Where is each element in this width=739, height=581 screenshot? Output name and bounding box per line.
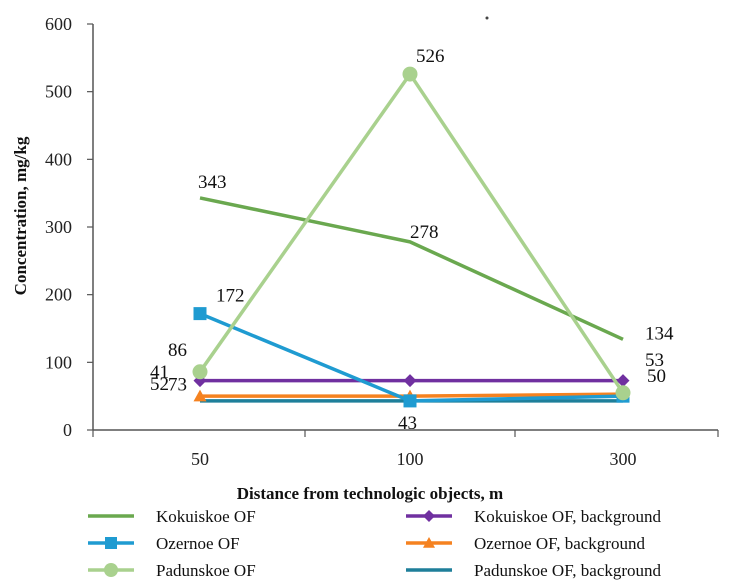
y-axis-title: Concentration, mg/kg <box>11 136 30 295</box>
legend-item: Ozernoe OF, background <box>406 534 645 553</box>
legend-label: Padunskoe OF, background <box>474 561 662 580</box>
data-point <box>192 364 208 380</box>
legend-label: Ozernoe OF <box>156 534 240 553</box>
data-label: 52 <box>150 374 169 395</box>
data-label: 343 <box>198 172 227 193</box>
x-tick-label: 100 <box>397 449 424 469</box>
data-label: 43 <box>398 413 417 434</box>
legend: Kokuiskoe OF Kokuiskoe OF, background Ozer… <box>88 507 662 580</box>
data-label: 278 <box>410 222 439 243</box>
legend-item: Padunskoe OF, background <box>406 561 662 580</box>
y-tick-label: 0 <box>63 420 72 440</box>
data-point <box>403 374 417 388</box>
y-tick-labels: 0 100 200 300 400 500 600 <box>45 14 72 440</box>
x-tick-label: 50 <box>191 449 209 469</box>
data-label: 41 <box>150 362 169 383</box>
data-point <box>402 66 418 82</box>
legend-label: Padunskoe OF <box>156 561 256 580</box>
data-label: 86 <box>168 340 187 361</box>
legend-label: Kokuiskoe OF <box>156 507 256 526</box>
x-tick-labels: 50 100 300 <box>191 449 637 469</box>
series-padunskoe-of <box>192 66 631 401</box>
y-tick-label: 300 <box>45 217 72 237</box>
data-point <box>193 307 207 321</box>
stray-dot <box>485 16 489 20</box>
legend-label: Kokuiskoe OF, background <box>474 507 662 526</box>
data-point <box>615 385 631 401</box>
data-point <box>105 537 117 549</box>
data-label: 73 <box>168 375 187 396</box>
legend-item: Ozernoe OF <box>88 534 240 553</box>
data-point <box>423 537 435 548</box>
legend-item: Padunskoe OF <box>88 561 256 580</box>
data-labels: 343 278 134 73 172 43 50 41 53 86 526 52 <box>150 46 674 434</box>
series-kokuiskoe-of-background <box>193 374 630 388</box>
y-tick-label: 600 <box>45 14 72 34</box>
x-axis-title: Distance from technologic objects, m <box>237 484 503 503</box>
legend-item: Kokuiskoe OF, background <box>406 507 662 526</box>
legend-label: Ozernoe OF, background <box>474 534 645 553</box>
data-point <box>423 510 435 522</box>
data-label: 134 <box>645 323 674 344</box>
series-line <box>199 196 624 341</box>
series-kokuiskoe-of <box>199 196 624 341</box>
y-tick-label: 200 <box>45 285 72 305</box>
axes <box>87 23 719 437</box>
data-point <box>403 394 417 408</box>
data-point <box>193 389 207 402</box>
data-point <box>104 563 118 577</box>
series-line <box>199 311 624 403</box>
data-label: 50 <box>647 366 666 387</box>
data-point <box>616 374 630 388</box>
series-lines <box>192 66 631 408</box>
y-tick-label: 100 <box>45 352 72 372</box>
data-label: 526 <box>416 46 445 67</box>
y-tick-label: 500 <box>45 82 72 102</box>
series-ozernoe-of <box>193 307 630 408</box>
legend-item: Kokuiskoe OF <box>88 507 256 526</box>
data-label: 172 <box>216 286 245 307</box>
y-tick-label: 400 <box>45 149 72 169</box>
data-label: 53 <box>645 350 664 371</box>
x-tick-label: 300 <box>610 449 637 469</box>
